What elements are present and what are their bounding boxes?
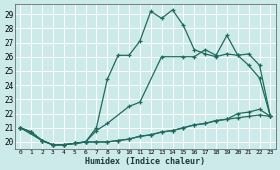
X-axis label: Humidex (Indice chaleur): Humidex (Indice chaleur) [85,157,205,166]
